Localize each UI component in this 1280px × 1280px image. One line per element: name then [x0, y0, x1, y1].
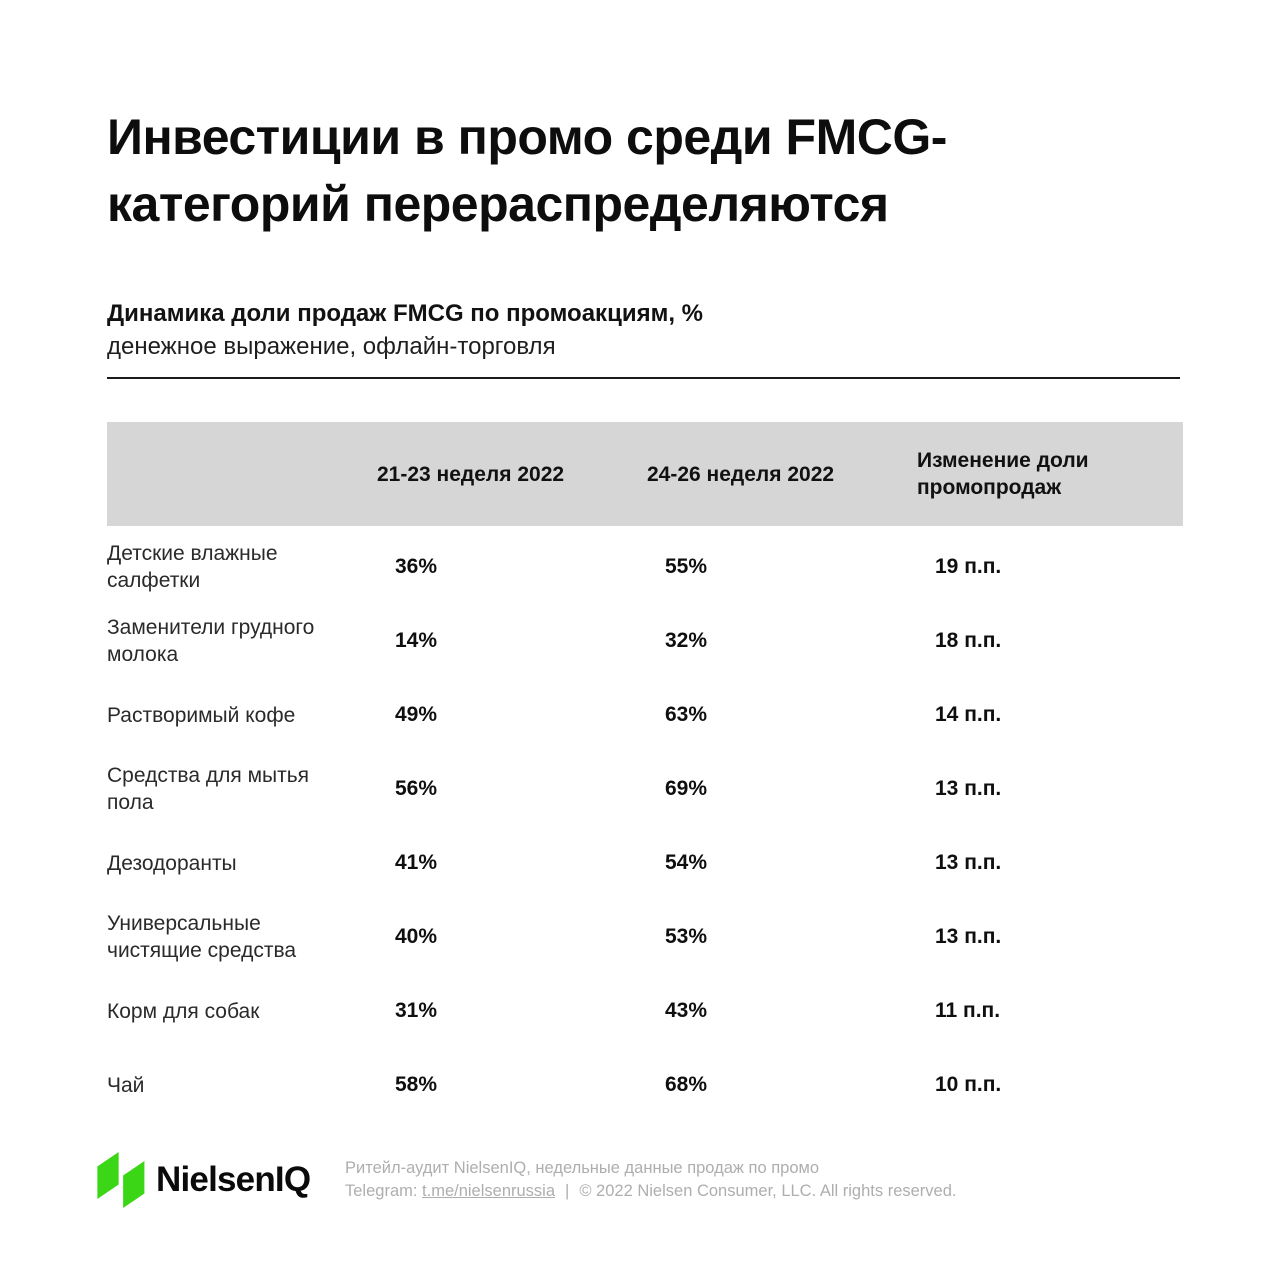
source-line-2: Telegram: t.me/nielsenrussia | © 2022 Niel…: [345, 1180, 956, 1203]
row-value-change: 13 п.п.: [935, 777, 1002, 800]
column-header-week-21-23: 21-23 неделя 2022: [377, 462, 565, 486]
row-value-change: 13 п.п.: [935, 851, 1002, 874]
table-row: Универсальные чистящие средства 40% 53% …: [107, 900, 1183, 974]
row-value-week-24-26: 69%: [665, 777, 708, 800]
row-value-week-24-26: 63%: [665, 703, 708, 726]
separator: |: [565, 1182, 570, 1200]
row-value-change: 10 п.п.: [935, 1073, 1002, 1096]
table-row: Заменители грудного молока 14% 32% 18 п.…: [107, 604, 1183, 678]
source-note: Ритейл-аудит NielsenIQ, недельные данные…: [345, 1157, 956, 1203]
row-category: Корм для собак: [107, 999, 260, 1023]
table-body: Детские влажные салфетки 36% 55% 19 п.п.…: [107, 526, 1183, 1122]
row-value-week-21-23: 49%: [395, 703, 438, 726]
table-header-row: 21-23 неделя 2022 24-26 неделя 2022 Изме…: [107, 422, 1183, 526]
telegram-link[interactable]: t.me/nielsenrussia: [422, 1182, 556, 1200]
row-value-change: 19 п.п.: [935, 555, 1002, 578]
row-value-week-21-23: 31%: [395, 999, 438, 1022]
row-value-week-24-26: 43%: [665, 999, 708, 1022]
row-value-week-24-26: 68%: [665, 1073, 708, 1096]
column-header-week-24-26: 24-26 неделя 2022: [647, 462, 835, 486]
table-row: Детские влажные салфетки 36% 55% 19 п.п.: [107, 530, 1183, 604]
promo-share-table: 21-23 неделя 2022 24-26 неделя 2022 Изме…: [107, 422, 1183, 1122]
row-category: Дезодоранты: [107, 851, 237, 875]
column-header-change: Изменение доли промопродаж: [917, 449, 1089, 499]
row-category: Детские влажные салфетки: [107, 542, 278, 592]
row-value-week-21-23: 36%: [395, 555, 438, 578]
row-value-week-21-23: 14%: [395, 629, 438, 652]
row-value-week-21-23: 41%: [395, 851, 438, 874]
chart-subtitle-block: Динамика доли продаж FMCG по промоакциям…: [107, 298, 1180, 363]
footer: NielsenIQ Ритейл-аудит NielsenIQ, недель…: [97, 1152, 956, 1208]
table-row: Чай 58% 68% 10 п.п.: [107, 1048, 1183, 1122]
table-row: Средства для мытья пола 56% 69% 13 п.п.: [107, 752, 1183, 826]
row-value-change: 13 п.п.: [935, 925, 1002, 948]
nielseniq-wordmark: NielsenIQ: [156, 1160, 311, 1199]
divider-line: [107, 377, 1180, 379]
telegram-label: Telegram:: [345, 1182, 423, 1200]
row-value-change: 11 п.п.: [935, 999, 1001, 1022]
row-category: Средства для мытья пола: [107, 764, 310, 814]
row-value-week-24-26: 53%: [665, 925, 708, 948]
chart-subtitle: денежное выражение, офлайн-торговля: [107, 333, 556, 360]
row-category: Универсальные чистящие средства: [107, 912, 297, 962]
table-row: Корм для собак 31% 43% 11 п.п.: [107, 974, 1183, 1048]
nielseniq-logo-icon: [97, 1152, 145, 1208]
row-value-change: 14 п.п.: [935, 703, 1002, 726]
row-category: Заменители грудного молока: [107, 616, 315, 666]
row-value-week-21-23: 58%: [395, 1073, 438, 1096]
row-value-change: 18 п.п.: [935, 629, 1002, 652]
source-line-1: Ритейл-аудит NielsenIQ, недельные данные…: [345, 1159, 820, 1177]
row-value-week-21-23: 40%: [395, 925, 438, 948]
row-value-week-24-26: 55%: [665, 555, 708, 578]
table-row: Растворимый кофе 49% 63% 14 п.п.: [107, 678, 1183, 752]
copyright-text: © 2022 Nielsen Consumer, LLC. All rights…: [579, 1182, 957, 1200]
row-value-week-24-26: 54%: [665, 851, 708, 874]
chart-title: Динамика доли продаж FMCG по промоакциям…: [107, 300, 704, 327]
row-category: Чай: [107, 1073, 145, 1097]
page-title: Инвестиции в промо среди FMCG- категорий…: [107, 109, 947, 232]
table-row: Дезодоранты 41% 54% 13 п.п.: [107, 826, 1183, 900]
row-value-week-24-26: 32%: [665, 629, 708, 652]
row-value-week-21-23: 56%: [395, 777, 438, 800]
nielseniq-logo: NielsenIQ: [97, 1152, 345, 1208]
row-category: Растворимый кофе: [107, 703, 296, 727]
